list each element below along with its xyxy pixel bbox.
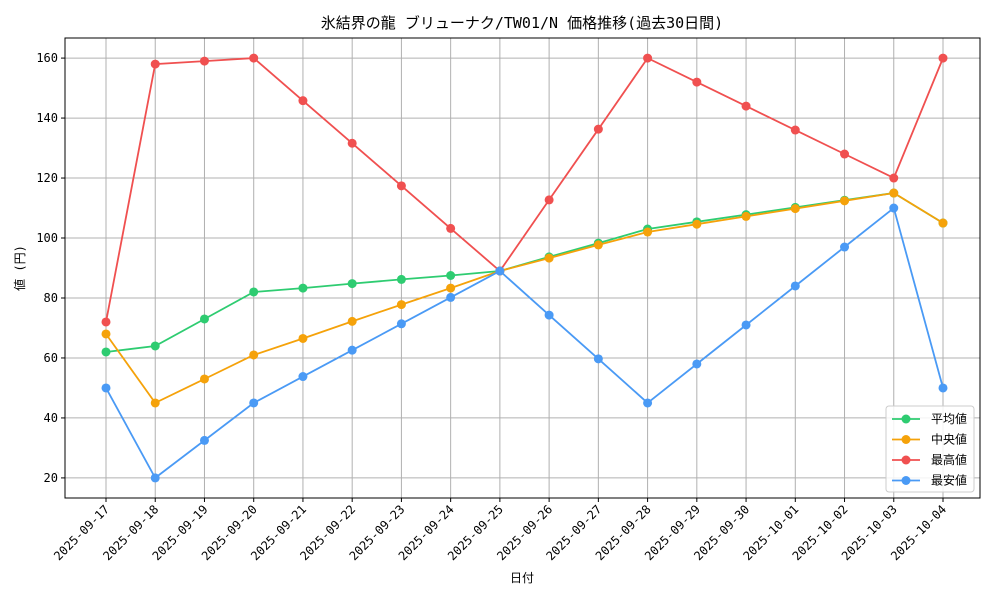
data-point	[741, 101, 751, 111]
y-tick-label: 100	[36, 231, 58, 245]
data-point	[446, 292, 456, 302]
data-point	[544, 310, 554, 320]
data-point	[741, 211, 751, 221]
data-point	[692, 359, 702, 369]
data-point	[593, 354, 603, 364]
y-tick-label: 160	[36, 51, 58, 65]
series-4	[101, 203, 948, 483]
data-point	[101, 383, 111, 393]
data-point	[643, 53, 653, 63]
series-line	[105, 192, 944, 405]
data-point	[692, 219, 702, 229]
data-point	[593, 124, 603, 134]
y-tick-label: 140	[36, 111, 58, 125]
data-point	[692, 77, 702, 87]
series-line	[105, 206, 944, 480]
data-point	[889, 173, 899, 183]
legend-item: 最安値	[892, 473, 967, 488]
legend-swatch-marker	[901, 435, 911, 444]
data-point	[249, 287, 259, 297]
data-point	[101, 329, 111, 339]
data-point	[889, 203, 899, 213]
y-axis-ticks: 20 40 60 80 100 120 140 160	[36, 51, 65, 485]
data-point	[298, 372, 308, 382]
data-point	[199, 374, 209, 384]
data-point	[347, 279, 357, 289]
grid	[65, 38, 980, 498]
data-point	[741, 320, 751, 330]
series-line	[105, 56, 944, 323]
legend-item: 平均値	[892, 411, 967, 426]
data-point	[790, 281, 800, 291]
data-point	[396, 181, 406, 191]
data-point	[938, 383, 948, 393]
data-point	[199, 56, 209, 66]
data-point	[446, 270, 456, 280]
data-point	[347, 316, 357, 326]
x-axis-ticks: 2025-09-172025-09-182025-09-192025-09-20…	[51, 498, 949, 563]
data-point	[840, 242, 850, 252]
data-point	[790, 204, 800, 214]
data-point	[544, 253, 554, 263]
legend-item: 中央値	[892, 432, 967, 447]
legend-item: 最高値	[892, 452, 967, 467]
data-point	[298, 96, 308, 106]
series-group	[101, 53, 948, 483]
data-point	[396, 319, 406, 329]
data-point	[249, 398, 259, 408]
series-line	[105, 192, 944, 353]
data-point	[593, 240, 603, 250]
data-point	[938, 53, 948, 63]
data-point	[840, 196, 850, 206]
x-axis-label: 日付	[510, 571, 534, 585]
plot-frame	[64, 37, 981, 499]
data-point	[938, 218, 948, 228]
y-tick-label: 120	[36, 171, 58, 185]
legend-swatch-marker	[901, 455, 911, 465]
data-point	[347, 345, 357, 355]
legend-swatch-marker	[901, 476, 911, 485]
data-point	[150, 473, 160, 483]
data-point	[643, 227, 653, 237]
y-tick-label: 20	[44, 471, 58, 485]
y-tick-label: 80	[44, 291, 58, 305]
data-point	[396, 274, 406, 284]
data-point	[249, 350, 259, 360]
data-point	[790, 125, 800, 135]
data-point	[150, 398, 160, 408]
legend-box	[885, 405, 975, 493]
data-point	[396, 300, 406, 310]
data-point	[446, 223, 456, 233]
data-point	[298, 283, 308, 293]
data-point	[298, 333, 308, 343]
data-point	[101, 347, 111, 357]
legend-label: 最安値	[931, 473, 967, 488]
y-axis-label: 値 (円)	[12, 245, 27, 291]
data-point	[446, 283, 456, 293]
chart-title: 氷結界の龍 ブリューナク/TW01/N 価格推移(過去30日間)	[321, 14, 723, 32]
data-point	[840, 149, 850, 159]
data-point	[199, 314, 209, 324]
data-point	[544, 195, 554, 205]
legend-label: 最高値	[931, 452, 967, 467]
data-point	[150, 341, 160, 351]
series-3	[101, 53, 948, 327]
legend-swatch-marker	[901, 414, 911, 424]
y-tick-label: 40	[44, 411, 58, 425]
data-point	[347, 138, 357, 148]
data-point	[643, 398, 653, 408]
legend-label: 平均値	[931, 411, 967, 426]
data-point	[101, 317, 111, 327]
series-1	[101, 188, 948, 357]
data-point	[249, 53, 259, 63]
y-tick-label: 60	[44, 351, 58, 365]
data-point	[199, 435, 209, 445]
data-point	[495, 266, 505, 276]
data-point	[889, 188, 899, 198]
data-point	[150, 59, 160, 69]
legend-label: 中央値	[931, 432, 967, 447]
series-2	[101, 188, 948, 408]
